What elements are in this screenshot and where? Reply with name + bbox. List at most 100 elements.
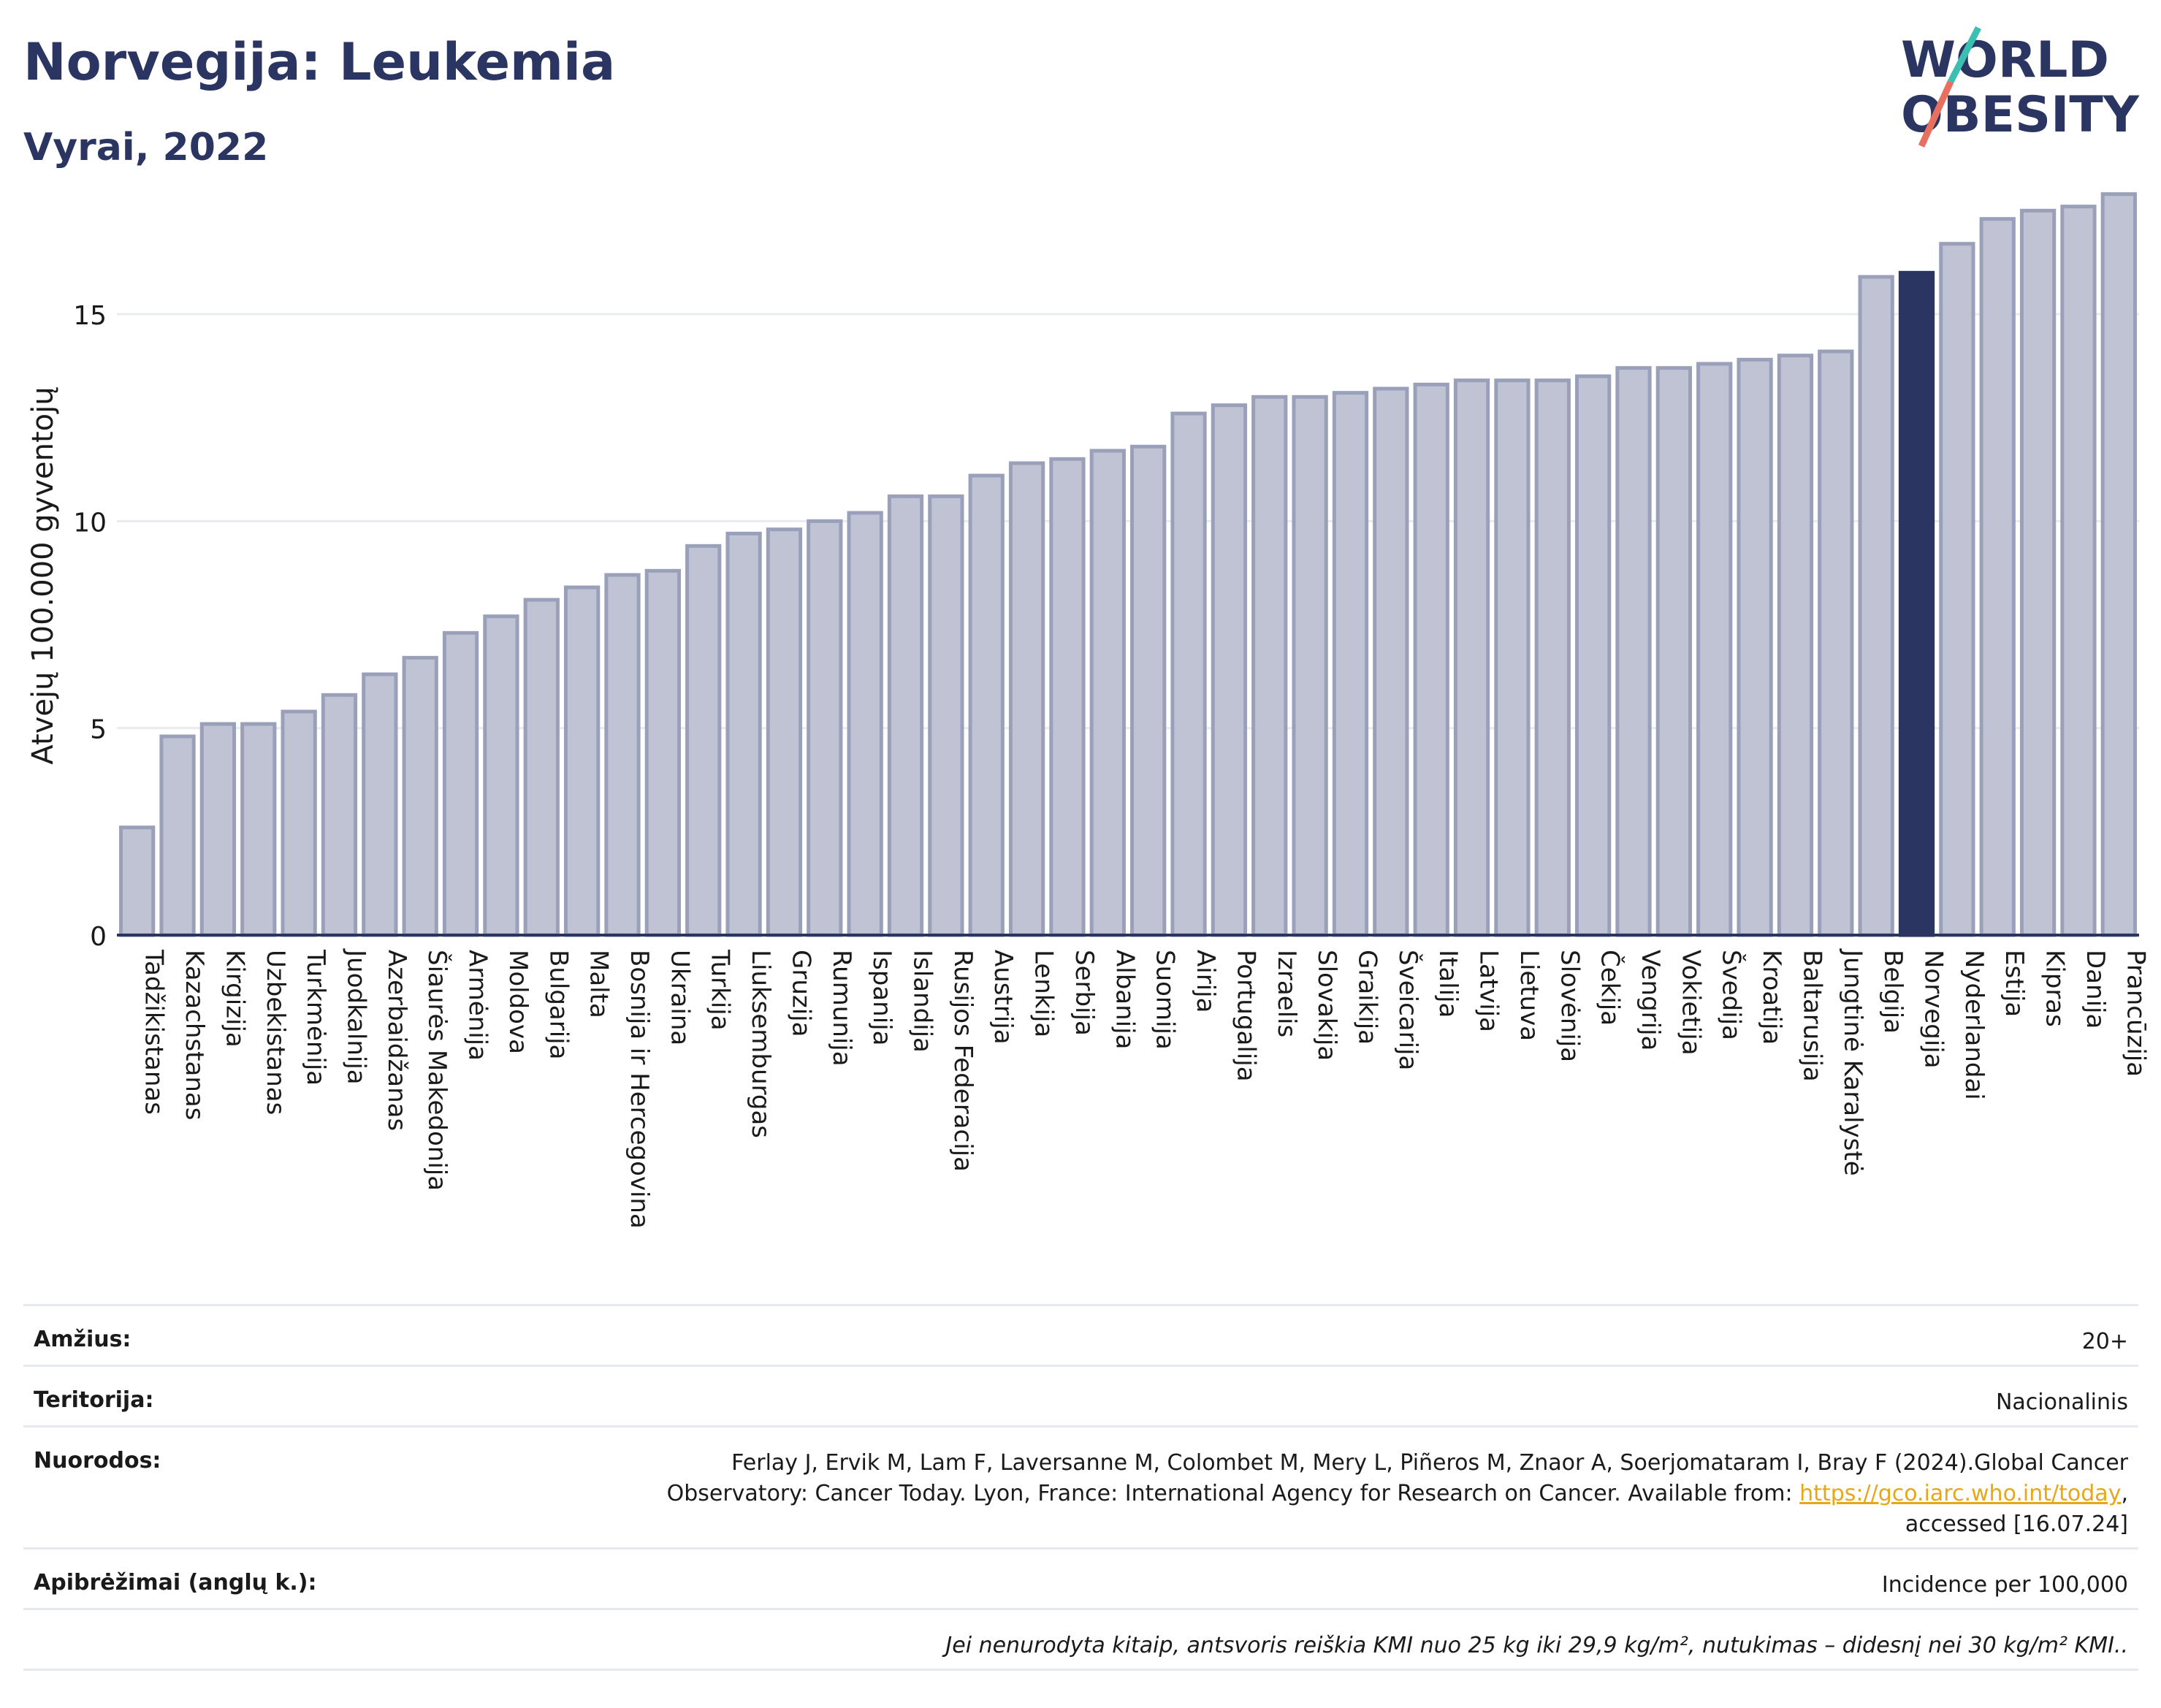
x-tick-label: Norvegija (1919, 950, 1948, 1069)
bar (1453, 378, 1490, 937)
footnote: Jei nenurodyta kitaip, antsvoris reiškia… (945, 1633, 2128, 1658)
x-tick-label: Italija (1433, 950, 1463, 1018)
bar (1737, 357, 1773, 937)
bars-layer (119, 192, 2137, 937)
x-tick-label: Kirgizija (220, 950, 249, 1048)
x-tick-label: Švedija (1717, 950, 1747, 1040)
territory-value: Nacionalinis (1995, 1389, 2128, 1415)
x-tick-label: Uzbekistanas (261, 950, 290, 1115)
bar (1615, 366, 1652, 937)
chart-subtitle: Vyrai, 2022 (23, 126, 269, 169)
x-tick-label: Vokietija (1676, 950, 1705, 1056)
bar (1898, 270, 1935, 937)
bar (281, 709, 317, 937)
references-line1: Ferlay J, Ervik M, Lam F, Laversanne M, … (731, 1450, 2128, 1476)
x-tick-label: Armėnija (463, 950, 492, 1061)
definitions-label: Apibrėžimai (anglų k.): (34, 1570, 317, 1595)
age-value: 20+ (2081, 1329, 2128, 1354)
references-line3: accessed [16.07.24] (1905, 1511, 2128, 1537)
bar (159, 734, 196, 937)
x-tick-label: Moldova (503, 950, 533, 1054)
bar (807, 519, 843, 937)
y-axis-label: Atvejų 100.000 gyventojų (26, 386, 60, 764)
bar (1251, 394, 1288, 937)
age-label: Amžius: (34, 1327, 132, 1352)
bar (1292, 394, 1328, 937)
bar (1049, 457, 1086, 937)
bar (442, 630, 479, 937)
bar (119, 826, 156, 937)
y-tick-label: 5 (90, 715, 107, 745)
x-tick-label: Lietuva (1514, 950, 1544, 1041)
bar (1655, 366, 1693, 937)
references-value: Ferlay J, Ervik M, Lam F, Laversanne M, … (667, 1448, 2128, 1540)
bar (1939, 242, 1975, 937)
x-tick-label: Šiaurės Makedonija (422, 950, 452, 1191)
bar (2019, 208, 2057, 937)
info-row-definitions: Apibrėžimai (anglų k.): Incidence per 10… (23, 1547, 2138, 1608)
references-line2-post: , (2121, 1481, 2128, 1506)
bar (1696, 362, 1733, 937)
x-tick-label: Izraelis (1272, 950, 1301, 1037)
definitions-value: Incidence per 100,000 (1881, 1572, 2128, 1598)
x-tick-labels: Tadžikistanas Kazachstanas Kirgizija Uzbeki… (140, 948, 2151, 1229)
territory-label: Teritorija: (34, 1387, 154, 1413)
bar (199, 722, 237, 937)
x-tick-label: Vengrija (1636, 950, 1665, 1051)
bar (1574, 374, 1612, 937)
bar (644, 568, 682, 937)
x-tick-label: Prancūzija (2121, 950, 2150, 1077)
x-tick-label: Rusijos Federacija (948, 950, 977, 1172)
x-tick-label: Airija (1191, 950, 1220, 1013)
x-tick-label: Kroatija (1757, 950, 1786, 1045)
bar (402, 655, 438, 937)
info-table: Amžius: 20+ Teritorija: Nacionalinis Nuo… (23, 1304, 2138, 1671)
bar (1170, 411, 1207, 937)
bar (2100, 192, 2137, 937)
bar (1494, 378, 1531, 937)
info-row-references: Nuorodos: Ferlay J, Ervik M, Lam F, Lave… (23, 1425, 2138, 1547)
bar (1413, 382, 1449, 937)
bar (766, 527, 803, 937)
x-tick-label: Slovėnija (1555, 950, 1584, 1062)
bar (1211, 403, 1248, 937)
x-tick-label: Serbija (1070, 950, 1099, 1036)
logo-slash-bottom (1918, 80, 1954, 148)
bar (1008, 461, 1045, 937)
bar (2060, 205, 2097, 937)
chart-title: Norvegija: Leukemia (23, 32, 616, 92)
bar (523, 598, 560, 937)
x-tick-label: Jungtinė Karalystė (1838, 948, 1867, 1176)
bar (604, 573, 641, 937)
bar (928, 494, 964, 937)
x-tick-label: Islandija (908, 950, 937, 1053)
info-row-note: Jei nenurodyta kitaip, antsvoris reiškia… (23, 1608, 2138, 1669)
x-tick-label: Baltarusija (1797, 950, 1826, 1082)
info-row-age: Amžius: 20+ (23, 1304, 2138, 1365)
x-tick-label: Nyderlandai (1959, 950, 1989, 1100)
y-tick-labels: 0 5 10 15 (73, 301, 107, 952)
bar (240, 722, 277, 937)
x-tick-label: Gruzija (786, 950, 815, 1037)
references-link[interactable]: https://gco.iarc.who.int/today (1799, 1481, 2122, 1506)
bar (1089, 449, 1126, 937)
bar (321, 693, 358, 937)
world-obesity-logo: WORLD OBESITY (1901, 26, 2140, 148)
x-tick-label: Azerbaidžanas (382, 950, 411, 1131)
info-row-territory: Teritorija: Nacionalinis (23, 1365, 2138, 1425)
x-tick-label: Lenkija (1029, 950, 1059, 1037)
references-line2-pre: Observatory: Cancer Today. Lyon, France:… (666, 1481, 1800, 1506)
x-tick-label: Danija (2081, 950, 2110, 1029)
bar (1332, 391, 1369, 937)
x-tick-label: Rumunija (827, 950, 856, 1067)
bar (563, 585, 601, 937)
x-tick-label: Liuksemburgas (746, 950, 775, 1138)
bar (1858, 275, 1894, 937)
x-tick-label: Slovakija (1312, 950, 1341, 1061)
bar (685, 544, 722, 937)
x-tick-label: Estija (2000, 950, 2029, 1017)
info-bottom-border (23, 1669, 2138, 1671)
x-tick-label: Latvija (1474, 950, 1503, 1032)
bar (1373, 386, 1409, 937)
bar (725, 531, 762, 937)
